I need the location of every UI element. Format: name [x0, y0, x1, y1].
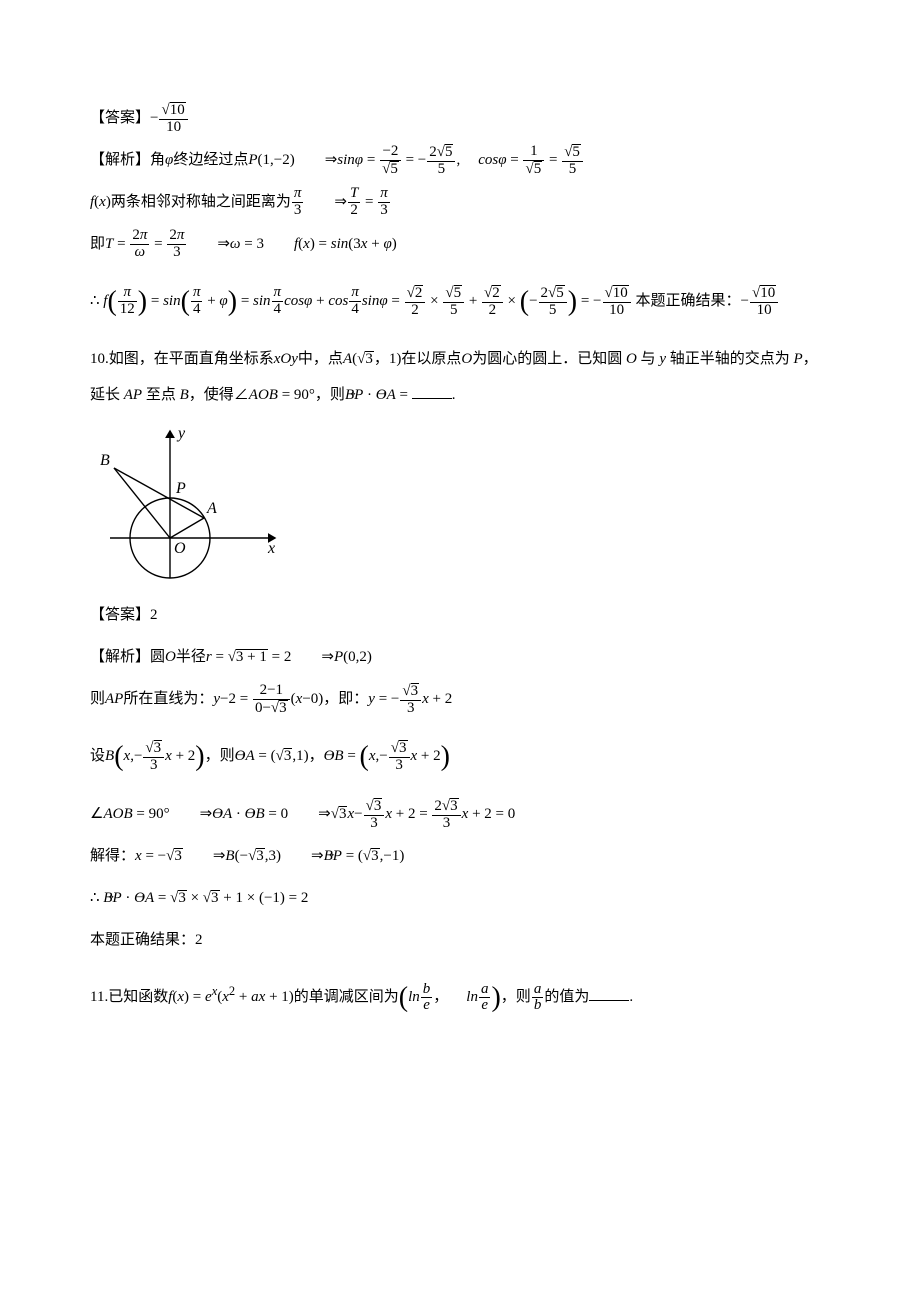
- p10-step-5: 解得：x = −3⇒B(−3,3)⇒→BP = (3,−1): [90, 838, 830, 874]
- p11-stem: 11.已知函数f(x) = ex(x2 + ax + 1)的单调减区间为(lnb…: [90, 964, 830, 1031]
- answer-label: 【答案】: [90, 110, 150, 126]
- p9-step-2: f(x)两条相邻对称轴之间距离为π3⇒T2 = π3: [90, 184, 830, 220]
- p10-step-7: 本题正确结果：2: [90, 922, 830, 958]
- answer-expr: −1010: [150, 110, 189, 126]
- p10-stem: 10.如图，在平面直角坐标系xOy中，点A(3，1)在以原点O为圆心的圆上．已知…: [90, 341, 830, 413]
- label-y: y: [176, 425, 186, 442]
- p10-step-6: ∴ →BP · →OA = 3 × 3 + 1 × (−1) = 2: [90, 880, 830, 916]
- p9-step-1: 【解析】角φ终边经过点P(1,−2)⇒sinφ = −25 = −255,cos…: [90, 142, 830, 178]
- label-O: O: [174, 540, 186, 557]
- answer-value: 2: [150, 607, 158, 623]
- p10-step-3: 设B(x,−33x + 2)，则→OA = (3,1)，→OB = (x,−33…: [90, 723, 830, 790]
- p10-diagram: y x O A P B: [90, 423, 290, 583]
- label-x: x: [267, 540, 275, 557]
- label-B: B: [100, 452, 110, 469]
- label-P: P: [175, 480, 186, 497]
- label-A: A: [206, 500, 217, 517]
- p10-step-1: 【解析】圆O半径r = 3 + 1 = 2⇒P(0,2): [90, 639, 830, 675]
- p9-step-3: 即T = 2πω = 2π3⇒ω = 3f(x) = sin(3x + φ): [90, 226, 830, 262]
- answer-label: 【答案】: [90, 607, 150, 623]
- p10-step-2: 则AP所在直线为：y−2 = 2−10−3(x−0)，即：y = −33x + …: [90, 681, 830, 717]
- p9-answer: 【答案】−1010: [90, 100, 830, 136]
- p10-step-4: ∠AOB = 90°⇒→OA · →OB = 0⇒3x−33x + 2 = 23…: [90, 796, 830, 832]
- p9-step-4: ∴ f(π12) = sin(π4 + φ) = sinπ4cosφ + cos…: [90, 268, 830, 335]
- p10-answer: 【答案】2: [90, 597, 830, 633]
